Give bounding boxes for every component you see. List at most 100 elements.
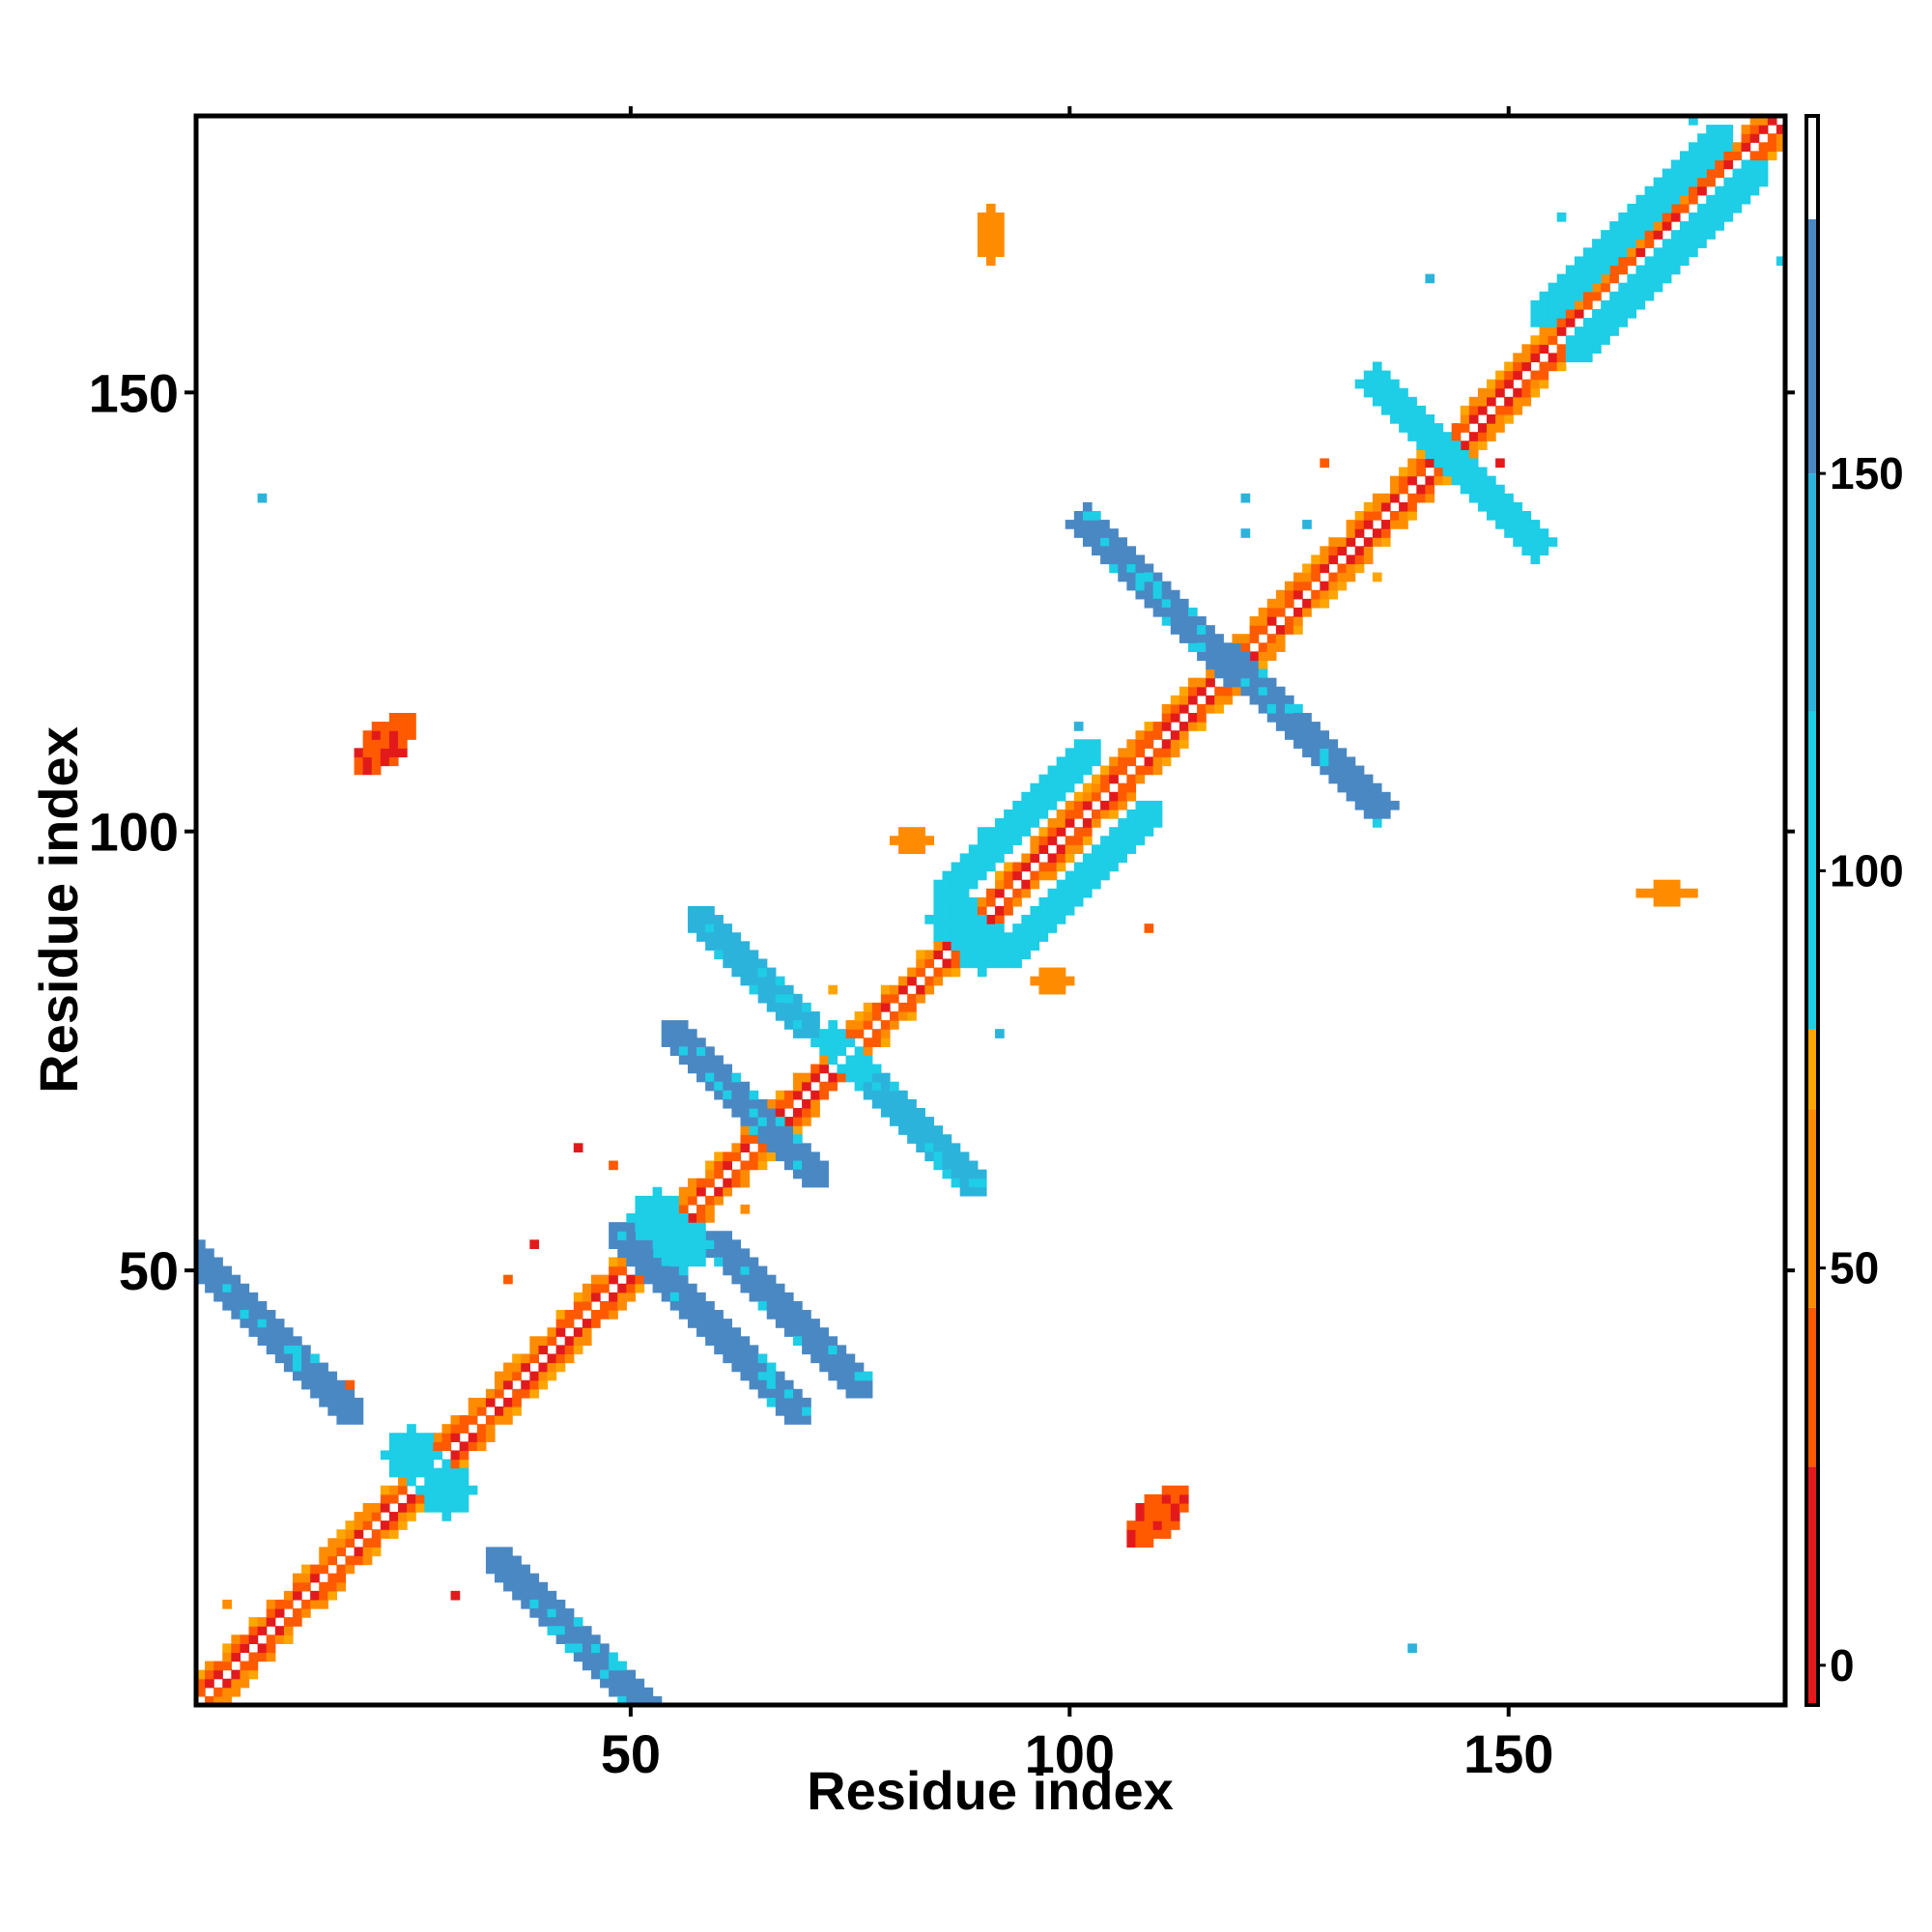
heatmap-cell [555,1327,566,1337]
heatmap-cell [1574,291,1584,301]
heatmap-cell [1434,458,1444,469]
heatmap-cell [898,1117,908,1126]
heatmap-cell [573,1336,583,1346]
heatmap-cell [301,1608,311,1618]
heatmap-cell [521,1581,530,1592]
heatmap-cell [1390,800,1400,810]
heatmap-cell [1372,572,1382,582]
heatmap-cell [450,1502,461,1513]
heatmap-cell [714,1072,724,1083]
heatmap-cell [626,1248,637,1259]
heatmap-cell [301,1345,311,1355]
heatmap-cell [1021,827,1031,837]
heatmap-cell [626,1292,637,1302]
heatmap-cell [705,1064,715,1074]
heatmap-cell [1513,370,1522,381]
heatmap-cell [617,1292,627,1302]
heatmap-cell [898,1090,908,1100]
heatmap-cell [1126,1529,1137,1539]
heatmap-cell [388,1433,399,1442]
heatmap-cell [626,1687,637,1697]
heatmap-cell [283,1634,294,1644]
heatmap-cell [863,1081,873,1092]
heatmap-cell [1521,396,1532,407]
heatmap-cell [1767,151,1777,161]
heatmap-cell [775,1002,785,1012]
heatmap-cell [301,1573,311,1583]
heatmap-cell [1021,791,1031,802]
heatmap-cell [837,1072,847,1083]
heatmap-cell [1126,546,1137,556]
heatmap-cell [1380,528,1391,538]
heatmap-cell [1232,668,1242,679]
heatmap-cell [503,1362,513,1373]
heatmap-cell [1161,589,1172,600]
heatmap-cell [740,967,751,978]
heatmap-cell [968,844,979,855]
heatmap-cell [740,1345,751,1355]
heatmap-cell [1152,765,1163,776]
heatmap-cell [1337,765,1348,776]
heatmap-cell [705,1160,715,1171]
heatmap-cell [196,1669,206,1680]
heatmap-cell [985,853,996,864]
heatmap-cell [1679,239,1690,248]
heatmap-cell [1618,247,1629,258]
heatmap-cell [1135,739,1146,749]
heatmap-cell [388,1467,399,1478]
heatmap-cell [1056,782,1066,793]
heatmap-cell [503,1573,513,1583]
heatmap-cell [1556,318,1567,327]
heatmap-cell [635,1231,645,1240]
heatmap-cell [696,915,706,924]
heatmap-cell [1258,642,1268,652]
heatmap-cell [863,1002,873,1012]
heatmap-cell [547,1362,557,1373]
heatmap-cell [1363,774,1374,784]
heatmap-cell [1582,265,1593,275]
heatmap-cell [933,941,944,951]
heatmap-cell [802,1002,811,1012]
heatmap-cell [652,1274,663,1285]
heatmap-cell [678,1204,689,1214]
heatmap-cell [687,905,697,916]
heatmap-cell [1004,958,1013,969]
heatmap-cell [1144,1502,1154,1513]
heatmap-cell [1521,379,1532,389]
heatmap-cell [1399,510,1408,521]
heatmap-cell [1495,510,1505,521]
heatmap-cell [1144,756,1154,767]
heatmap-cell [1021,879,1031,890]
heatmap-cell [1521,361,1532,372]
heatmap-cell [1767,116,1777,126]
heatmap-cell [582,1661,592,1671]
heatmap-cell [266,1634,276,1644]
heatmap-cell [775,976,785,986]
heatmap-cell [933,905,944,916]
heatmap-cell [898,844,908,855]
heatmap-cell [687,1257,697,1267]
heatmap-cell [609,1300,618,1311]
heatmap-cell [1197,625,1207,635]
heatmap-cell [951,941,961,951]
heatmap-cell [669,1195,680,1206]
heatmap-cell [1513,361,1522,372]
heatmap-cell [1328,537,1339,547]
heatmap-cell [678,1310,689,1320]
heatmap-cell [775,1379,785,1390]
heatmap-cell [283,1599,294,1609]
heatmap-cell [968,950,979,960]
heatmap-cell [388,739,399,749]
heatmap-cell [757,1265,768,1276]
heatmap-cell [521,1573,530,1583]
heatmap-cell [678,1257,689,1267]
heatmap-cell [1495,484,1505,495]
heatmap-cell [678,1300,689,1311]
heatmap-cell [1170,625,1180,635]
heatmap-cell [626,1231,637,1240]
heatmap-cell [327,1379,338,1390]
heatmap-cell [1706,125,1716,134]
heatmap-cell [678,1195,689,1206]
heatmap-cell [1109,800,1119,810]
heatmap-cell [1425,440,1435,450]
